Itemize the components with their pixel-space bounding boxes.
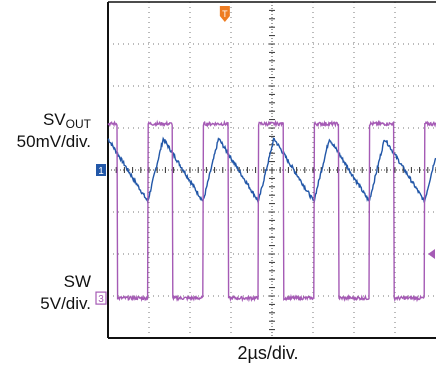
offscreen-arrow-icon xyxy=(428,249,435,259)
ch3-marker xyxy=(95,291,107,305)
graticule xyxy=(107,1,436,339)
ch1-marker-label: 1 xyxy=(98,166,104,177)
time-scale-label: 2µs/div. xyxy=(237,343,299,363)
ch3-label: SW xyxy=(63,272,91,291)
ch1-label: SVOUT xyxy=(42,110,91,131)
markers: 1 3 T xyxy=(95,6,435,305)
trigger-marker xyxy=(219,6,230,22)
ch1-scale-label: 50mV/div. xyxy=(16,132,91,151)
traces xyxy=(107,119,436,303)
ch3-marker-label: 3 xyxy=(98,294,104,305)
series-sw-trace xyxy=(107,119,436,303)
trigger-marker-label: T xyxy=(222,9,228,19)
series-svout-trace xyxy=(107,136,436,204)
ch3-scale-label: 5V/div. xyxy=(40,294,91,313)
ch1-marker xyxy=(96,164,106,176)
